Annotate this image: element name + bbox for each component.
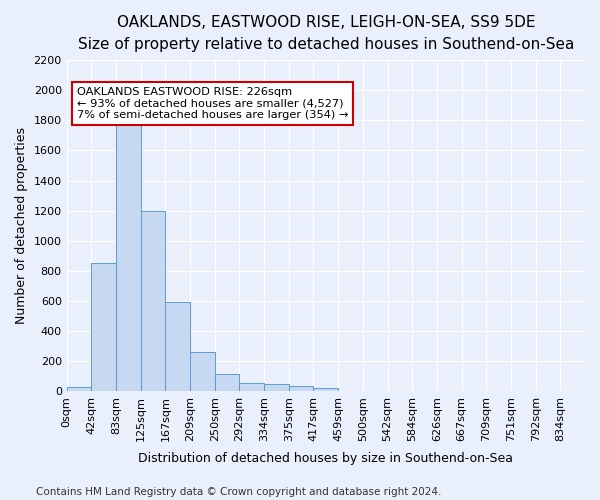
Bar: [166, 302, 190, 391]
Text: OAKLANDS EASTWOOD RISE: 226sqm
← 93% of detached houses are smaller (4,527)
7% o: OAKLANDS EASTWOOD RISE: 226sqm ← 93% of …: [77, 87, 349, 120]
Bar: [313, 388, 338, 391]
Text: Contains HM Land Registry data © Crown copyright and database right 2024.: Contains HM Land Registry data © Crown c…: [36, 487, 442, 497]
Bar: [239, 384, 264, 391]
Bar: [264, 384, 289, 391]
Bar: [190, 352, 215, 391]
Bar: [141, 210, 166, 391]
Bar: [67, 387, 91, 391]
Bar: [215, 374, 239, 391]
Title: OAKLANDS, EASTWOOD RISE, LEIGH-ON-SEA, SS9 5DE
Size of property relative to deta: OAKLANDS, EASTWOOD RISE, LEIGH-ON-SEA, S…: [77, 15, 574, 52]
Bar: [116, 120, 141, 391]
X-axis label: Distribution of detached houses by size in Southend-on-Sea: Distribution of detached houses by size …: [139, 452, 514, 465]
Bar: [289, 386, 313, 391]
Bar: [91, 263, 116, 391]
Y-axis label: Number of detached properties: Number of detached properties: [15, 127, 28, 324]
